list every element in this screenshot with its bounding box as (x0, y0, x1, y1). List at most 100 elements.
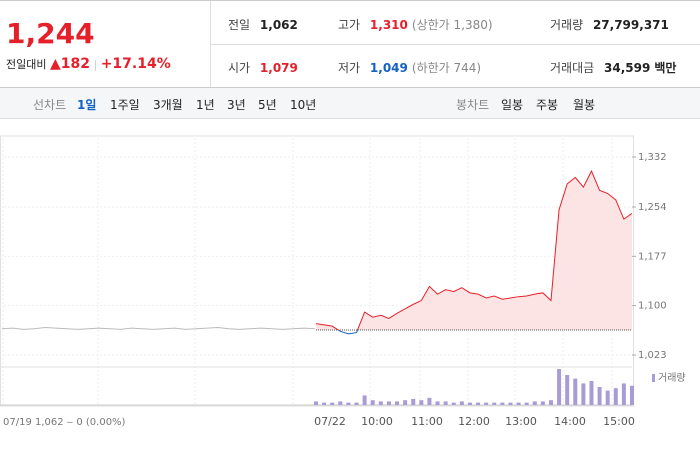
prev-day-line (1, 326, 316, 330)
y-tick-label: 1,023 (638, 350, 667, 361)
volume-bar (548, 400, 553, 405)
tab[interactable]: 일봉 (501, 98, 524, 112)
legend-label: 거래량 (658, 372, 686, 384)
volume-bar (630, 385, 634, 405)
volume-bar (565, 375, 570, 405)
x-tick-label: 07/22 (314, 415, 346, 428)
change-row: 전일대비 ▲182 | +17.14% (6, 56, 171, 72)
info-value: 1,062 (259, 18, 298, 32)
volume-bar (330, 402, 335, 405)
volume-bar (427, 397, 432, 405)
info-cell: 거래량 27,799,371 (550, 16, 669, 33)
tab[interactable]: 10년 (290, 98, 317, 112)
today-line-up (315, 169, 633, 331)
x-tick-label: 10:00 (361, 415, 393, 428)
volume-bar (524, 402, 529, 405)
volume-bar (354, 402, 359, 405)
tab[interactable]: 주봉 (536, 98, 559, 112)
today-area (316, 171, 632, 331)
volume-bar (322, 402, 327, 405)
info-cell: 고가 1,310 (상한가 1,380) (338, 16, 493, 33)
tab[interactable]: 3년 (227, 98, 246, 112)
info-value: 1,310 (369, 18, 408, 32)
tab[interactable]: 월봉 (573, 98, 596, 112)
tab[interactable]: 1일 (77, 98, 97, 112)
x-tick-label: 15:00 (603, 415, 635, 428)
volume-bar (476, 402, 481, 405)
prev-note: 07/19 1,062 ‒ 0 (0.00%) (3, 417, 126, 428)
header: 1,244 전일대비 ▲182 | +17.14% 전일 1,062 고가 1,3… (0, 0, 700, 88)
info-value: 27,799,371 (592, 18, 669, 32)
info-value: 1,079 (259, 61, 298, 75)
volume-bar (492, 402, 497, 405)
volume-bar (597, 387, 602, 405)
divider (211, 44, 700, 45)
info-label: 시가 (228, 61, 251, 75)
volume-bar (419, 400, 424, 405)
tab-group-label: 선차트 (33, 98, 67, 112)
volume-bar (589, 381, 594, 405)
chart: 1,332 1,254 1,177 1,100 1,023 거래량 07/19 1,062 … (0, 135, 686, 428)
info-label: 거래량 (550, 18, 584, 32)
tab[interactable]: 1주일 (110, 98, 140, 112)
change: ▲182 (49, 56, 90, 72)
tab[interactable]: 3개월 (153, 98, 183, 112)
plot-border (0, 135, 634, 407)
price: 1,244 (6, 17, 95, 50)
tab[interactable]: 1년 (196, 98, 215, 112)
y-tick-label: 1,177 (638, 251, 667, 262)
volume-bar (411, 399, 416, 405)
info-cell: 시가 1,079 (228, 59, 298, 76)
info-cell: 저가 1,049 (하한가 744) (338, 59, 481, 76)
volume-bar (451, 402, 456, 405)
tab[interactable]: 5년 (258, 98, 277, 112)
legend-swatch (652, 374, 655, 382)
volume-bar (338, 401, 343, 405)
info-value: 34,599 (604, 61, 651, 75)
volume-bar (605, 390, 610, 405)
x-tick-label: 14:00 (554, 415, 586, 428)
info-label: 거래대금 (550, 61, 595, 75)
volume-bar (573, 378, 578, 405)
info-label: 고가 (338, 18, 361, 32)
volume-bar (386, 401, 391, 405)
x-tick-label: 12:00 (458, 415, 490, 428)
volume-bar (532, 401, 537, 405)
volume-bar (621, 383, 626, 405)
info-note: (하한가 744) (411, 61, 482, 75)
volume-bar (500, 402, 505, 405)
rate: +17.14% (100, 56, 171, 72)
volume-bar (370, 400, 375, 405)
x-tick-label: 13:00 (505, 415, 537, 428)
volume-bar (516, 402, 521, 405)
volume-bar (484, 402, 489, 405)
volume-bar (613, 388, 618, 405)
info-unit: 백만 (654, 61, 677, 75)
info-label: 전일 (228, 18, 251, 32)
y-tick-label: 1,100 (638, 301, 667, 312)
volume-bar (378, 401, 383, 405)
volume-bar (435, 401, 440, 405)
info-cell: 거래대금 34,599 백만 (550, 59, 676, 76)
tab-bar: 선차트 1일 1주일 3개월 1년 3년 5년 10년 봉차트 일봉 주봉 월봉 (0, 88, 700, 119)
y-tick-label: 1,254 (638, 202, 667, 213)
change-label: 전일대비 (6, 58, 47, 71)
volume-bar (557, 369, 562, 405)
volume-bar (508, 402, 513, 405)
volume-bar (540, 401, 545, 405)
y-tick-label: 1,332 (638, 152, 667, 163)
tab-group-label: 봉차트 (456, 98, 490, 112)
volume-bar (581, 383, 586, 405)
volume-bar (346, 402, 351, 405)
volume-bar (467, 402, 472, 405)
volume-bar (443, 401, 448, 405)
info-note: (상한가 1,380) (411, 18, 493, 32)
volume-bar (403, 400, 408, 405)
info-cell: 전일 1,062 (228, 16, 298, 33)
info-label: 저가 (338, 61, 361, 75)
volume-bar (362, 395, 367, 405)
x-tick-label: 11:00 (411, 415, 443, 428)
volume-bar (314, 401, 318, 405)
volume-bar (459, 401, 464, 405)
